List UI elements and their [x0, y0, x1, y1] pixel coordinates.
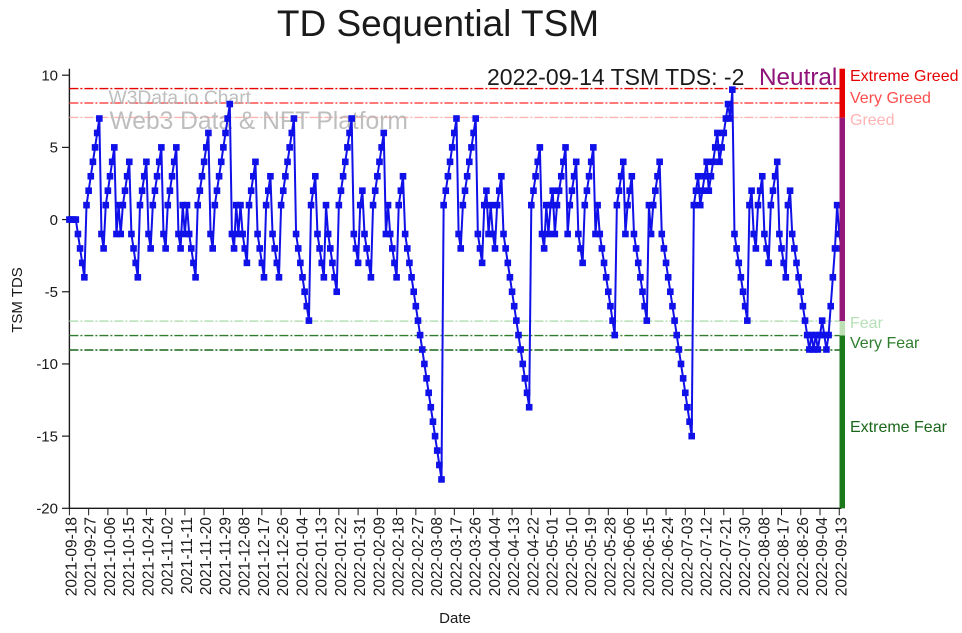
svg-text:2022-04-22: 2022-04-22 — [525, 517, 542, 596]
svg-text:2021-10-06: 2021-10-06 — [102, 517, 119, 596]
svg-text:2021-11-20: 2021-11-20 — [198, 517, 215, 596]
svg-text:-5: -5 — [45, 284, 58, 301]
svg-text:2022-01-22: 2022-01-22 — [333, 517, 350, 596]
svg-text:2021-10-24: 2021-10-24 — [140, 517, 157, 597]
svg-text:-15: -15 — [36, 428, 58, 445]
svg-text:2021-11-02: 2021-11-02 — [160, 517, 177, 595]
svg-text:2022-05-10: 2022-05-10 — [564, 517, 581, 597]
svg-text:-10: -10 — [36, 356, 58, 373]
svg-text:2022-09-13: 2022-09-13 — [833, 517, 850, 596]
svg-text:2022-05-01: 2022-05-01 — [545, 517, 562, 596]
svg-text:2022-08-08: 2022-08-08 — [756, 517, 773, 596]
svg-text:2022-07-03: 2022-07-03 — [679, 517, 696, 596]
svg-text:0: 0 — [50, 212, 58, 229]
svg-text:Date: Date — [439, 610, 471, 627]
svg-text:5: 5 — [50, 140, 58, 157]
svg-text:Extreme Fear: Extreme Fear — [850, 419, 948, 436]
svg-text:2022-03-17: 2022-03-17 — [448, 517, 465, 596]
svg-text:2022-09-14 TSM TDS: -2: 2022-09-14 TSM TDS: -2 — [487, 64, 744, 90]
svg-text:TD Sequential TSM: TD Sequential TSM — [277, 3, 599, 44]
svg-text:2022-01-31: 2022-01-31 — [352, 517, 369, 596]
svg-text:2022-05-19: 2022-05-19 — [583, 517, 600, 596]
svg-text:2021-11-11: 2021-11-11 — [179, 517, 196, 594]
svg-text:2021-12-26: 2021-12-26 — [275, 517, 292, 596]
svg-text:2022-03-26: 2022-03-26 — [468, 517, 485, 596]
svg-text:TSM TDS: TSM TDS — [9, 267, 26, 333]
svg-text:2021-09-27: 2021-09-27 — [83, 517, 100, 596]
svg-text:2022-06-24: 2022-06-24 — [660, 517, 677, 597]
svg-text:2022-02-27: 2022-02-27 — [410, 517, 427, 596]
svg-text:2022-06-15: 2022-06-15 — [641, 517, 658, 596]
svg-text:Very Fear: Very Fear — [850, 335, 920, 352]
svg-text:Very Greed: Very Greed — [850, 90, 931, 107]
svg-text:2022-01-13: 2022-01-13 — [314, 517, 331, 596]
svg-text:Greed: Greed — [850, 112, 894, 129]
svg-text:2022-03-08: 2022-03-08 — [429, 517, 446, 596]
svg-text:2022-02-09: 2022-02-09 — [371, 517, 388, 596]
svg-text:2022-08-26: 2022-08-26 — [795, 517, 812, 596]
svg-text:2022-06-06: 2022-06-06 — [622, 517, 639, 596]
svg-text:2022-01-04: 2022-01-04 — [294, 517, 311, 597]
svg-text:2022-07-30: 2022-07-30 — [737, 517, 754, 597]
svg-text:2022-02-18: 2022-02-18 — [391, 517, 408, 596]
svg-text:2022-05-28: 2022-05-28 — [602, 517, 619, 596]
svg-text:2021-09-18: 2021-09-18 — [63, 517, 80, 596]
svg-text:Web3 Data & NFT Platform: Web3 Data & NFT Platform — [110, 108, 408, 135]
svg-text:2021-10-15: 2021-10-15 — [121, 517, 138, 596]
svg-text:2021-11-29: 2021-11-29 — [217, 517, 234, 595]
svg-text:Fear: Fear — [850, 315, 884, 332]
svg-text:2021-12-08: 2021-12-08 — [237, 517, 254, 596]
svg-text:Neutral: Neutral — [759, 64, 837, 91]
svg-text:2022-04-13: 2022-04-13 — [506, 517, 523, 596]
svg-text:2022-07-21: 2022-07-21 — [718, 517, 735, 596]
svg-text:-20: -20 — [36, 501, 58, 518]
svg-text:2022-08-17: 2022-08-17 — [776, 517, 793, 596]
svg-text:10: 10 — [41, 68, 58, 85]
svg-text:2022-04-04: 2022-04-04 — [487, 517, 504, 597]
svg-text:2022-09-04: 2022-09-04 — [814, 517, 831, 597]
svg-text:2021-12-17: 2021-12-17 — [256, 517, 273, 596]
svg-text:2022-07-12: 2022-07-12 — [699, 517, 716, 596]
svg-text:Extreme Greed: Extreme Greed — [850, 68, 958, 85]
